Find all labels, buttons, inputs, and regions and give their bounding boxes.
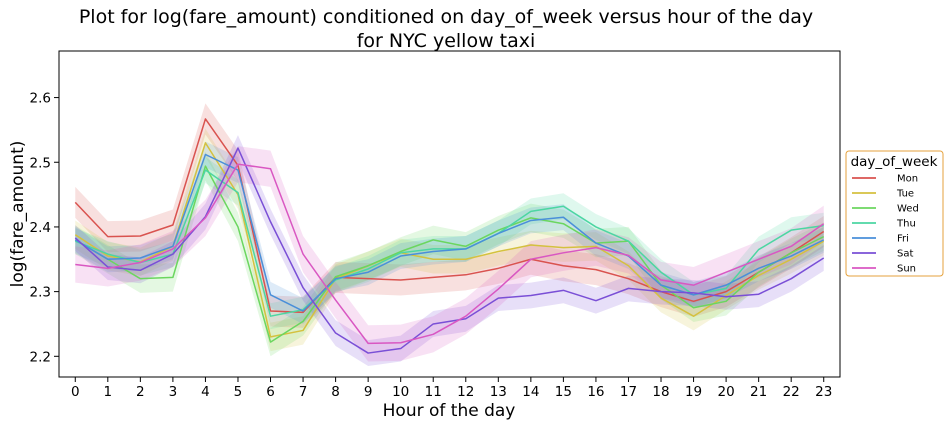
y-tick-label: 2.5 [30, 155, 51, 171]
legend-label: Thu [896, 219, 916, 230]
x-tick-label: 20 [718, 384, 735, 400]
y-axis-ticks: 2.2 2.3 2.4 2.5 2.6 [30, 91, 59, 365]
x-tick-label: 19 [685, 384, 702, 400]
ci-band-tue [75, 128, 824, 352]
x-axis-ticks: 0 1 2 3 4 5 6 7 8 9 10 11 12 13 14 15 16 17 18 19 20 21 22 23 [71, 377, 832, 400]
legend[interactable]: day_of_week Mon Tue Wed Thu Fri Sat Sun [845, 150, 944, 277]
x-tick-label: 9 [364, 384, 373, 400]
x-tick-label: 3 [169, 384, 178, 400]
legend-title: day_of_week [851, 154, 938, 170]
ci-band-wed [75, 151, 824, 357]
x-tick-label: 13 [490, 384, 507, 400]
x-tick-label: 7 [299, 384, 308, 400]
legend-item-thu[interactable]: Thu [852, 219, 916, 230]
chart-title-line-1: Plot for log(fare_amount) conditioned on… [79, 6, 813, 28]
chart-title-line-2: for NYC yellow taxi [357, 30, 536, 52]
x-tick-label: 5 [234, 384, 243, 400]
x-tick-label: 14 [522, 384, 539, 400]
legend-label: Sun [897, 264, 916, 275]
ci-band-sun [75, 146, 824, 362]
legend-label: Tue [896, 189, 914, 200]
x-tick-label: 22 [783, 384, 800, 400]
y-tick-label: 2.4 [30, 220, 51, 236]
legend-label: Wed [897, 204, 919, 215]
x-tick-label: 6 [266, 384, 275, 400]
x-tick-label: 10 [392, 384, 409, 400]
legend-item-sun[interactable]: Sun [852, 264, 916, 275]
legend-frame [845, 150, 944, 277]
y-tick-label: 2.3 [30, 285, 51, 301]
x-tick-label: 16 [587, 384, 604, 400]
x-tick-label: 23 [815, 384, 832, 400]
series-line-sun [75, 163, 825, 345]
legend-label: Mon [897, 174, 918, 185]
x-tick-label: 1 [104, 384, 113, 400]
y-tick-label: 2.2 [30, 349, 51, 365]
x-tick-label: 0 [71, 384, 80, 400]
x-tick-label: 8 [331, 384, 340, 400]
plot-area [58, 50, 841, 378]
legend-item-wed[interactable]: Wed [852, 204, 919, 215]
legend-item-fri[interactable]: Fri [852, 234, 909, 245]
x-tick-label: 18 [652, 384, 669, 400]
legend-item-sat[interactable]: Sat [852, 249, 913, 260]
x-tick-label: 17 [620, 384, 637, 400]
x-axis-label: Hour of the day [383, 401, 516, 421]
legend-item-mon[interactable]: Mon [852, 174, 918, 185]
x-tick-label: 4 [201, 384, 210, 400]
x-tick-label: 21 [750, 384, 767, 400]
series-lines [74, 118, 825, 354]
legend-label: Sat [897, 249, 913, 260]
y-tick-label: 2.6 [30, 91, 51, 107]
y-axis-label: log(fare_amount) [8, 141, 28, 288]
series-line-tue [74, 142, 825, 338]
x-tick-label: 11 [425, 384, 442, 400]
x-tick-label: 12 [457, 384, 474, 400]
ci-band-sat [75, 135, 824, 367]
series-line-mon [74, 118, 825, 314]
x-tick-label: 15 [555, 384, 572, 400]
legend-item-tue[interactable]: Tue [852, 189, 914, 200]
legend-label: Fri [897, 234, 909, 245]
x-tick-label: 2 [136, 384, 145, 400]
